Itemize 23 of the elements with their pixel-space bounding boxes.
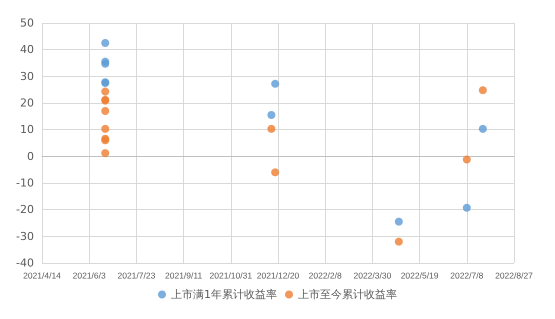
y-tick-label: 30	[20, 70, 34, 83]
x-tick-label: 2021/10/31	[210, 270, 252, 280]
x-tick-label: 2022/5/19	[400, 270, 439, 280]
x-tick-label: 2022/3/30	[353, 270, 392, 280]
y-tick-label: 10	[20, 123, 34, 136]
y-tick-label: -20	[16, 203, 34, 216]
x-tick-label: 2022/8/27	[495, 270, 534, 280]
x-tick-label: 2021/4/14	[23, 270, 62, 280]
legend-label: 上市满1年累计收益率	[171, 288, 277, 301]
x-tick-label: 2021/7/23	[117, 270, 156, 280]
y-tick-label: -40	[16, 256, 34, 270]
x-tick-label: 2022/2/8	[308, 270, 342, 280]
x-tick-label: 2021/6/3	[72, 270, 106, 280]
y-tick-label: 50	[20, 16, 34, 30]
x-tick-label: 2021/12/20	[256, 270, 300, 280]
y-tick-label: 40	[20, 43, 34, 56]
y-tick-label: -30	[16, 230, 34, 243]
y-tick-label: 0	[27, 150, 34, 163]
y-tick-label: -10	[16, 176, 34, 190]
legend-label: 上市至今累计收益率	[298, 288, 397, 301]
y-tick-label: 20	[20, 96, 34, 110]
x-tick-label: 2022/7/8	[450, 270, 484, 280]
x-tick-label: 2021/9/11	[165, 270, 202, 280]
